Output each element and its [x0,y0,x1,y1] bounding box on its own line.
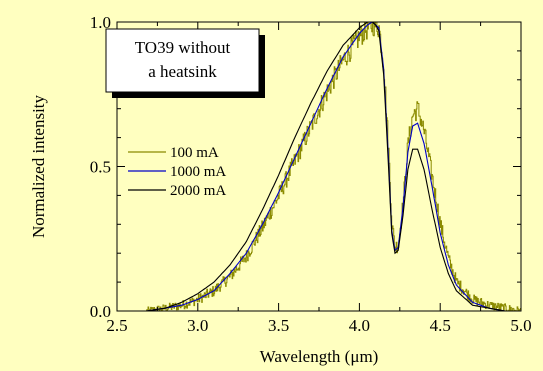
x-tick-label: 2.5 [106,316,127,335]
x-tick-label: 4.0 [349,316,370,335]
x-tick-label: 3.5 [268,316,289,335]
y-axis-title: Normalized intensity [29,94,48,238]
legend-label: 100 mA [170,145,219,161]
x-tick-label: 5.0 [510,316,531,335]
series-group [146,22,521,311]
x-tick-label: 3.0 [187,316,208,335]
annotation-box: TO39 without a heatsink [105,28,265,98]
x-axis-title: Wavelength (μm) [260,347,379,366]
annotation-line2: a heatsink [148,62,217,81]
legend-label: 1000 mA [170,164,226,180]
tick-labels: 2.5 3.0 3.5 4.0 4.5 5.0 0.0 0.5 1.0 [90,13,532,335]
series-line-1000-ma [146,22,521,311]
y-tick-label: 1.0 [90,13,111,32]
annotation-rect [105,28,260,93]
axis-ticks [116,21,522,312]
legend: 100 mA 1000 mA 2000 mA [128,145,226,199]
x-tick-label: 4.5 [430,316,451,335]
annotation-line1: TO39 without [135,38,231,57]
series-line-2000-ma [146,22,521,311]
y-tick-label: 0.5 [90,158,111,177]
y-tick-label: 0.0 [90,302,111,321]
legend-label: 2000 mA [170,183,226,199]
